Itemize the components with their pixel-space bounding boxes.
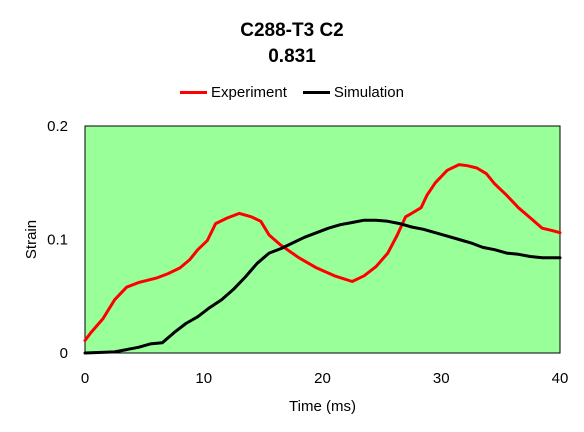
legend-item-experiment: Experiment: [180, 84, 287, 101]
legend-label-simulation: Simulation: [333, 84, 404, 101]
x-tick-label: 30: [433, 370, 450, 387]
y-tick-label: 0: [60, 345, 68, 362]
x-axis-title: Time (ms): [289, 398, 356, 415]
x-tick-label: 10: [195, 370, 212, 387]
x-tick-label: 20: [314, 370, 331, 387]
legend: Experiment Simulation: [0, 84, 584, 101]
legend-label-experiment: Experiment: [211, 84, 287, 101]
plot-area: [84, 125, 561, 354]
chart-subtitle: 0.831: [268, 46, 316, 67]
legend-swatch-simulation: [302, 91, 330, 94]
chart-title: C288-T3 C2: [240, 20, 344, 41]
y-tick-label: 0.2: [47, 118, 68, 135]
y-tick-label: 0.1: [47, 232, 68, 249]
legend-item-simulation: Simulation: [302, 84, 404, 101]
legend-swatch-experiment: [180, 91, 208, 94]
x-tick-label: 0: [81, 370, 89, 387]
series-line-simulation: [83, 218, 562, 355]
x-tick-label: 40: [552, 370, 569, 387]
series-line-experiment: [83, 163, 562, 342]
y-axis-title: Strain: [23, 220, 40, 259]
